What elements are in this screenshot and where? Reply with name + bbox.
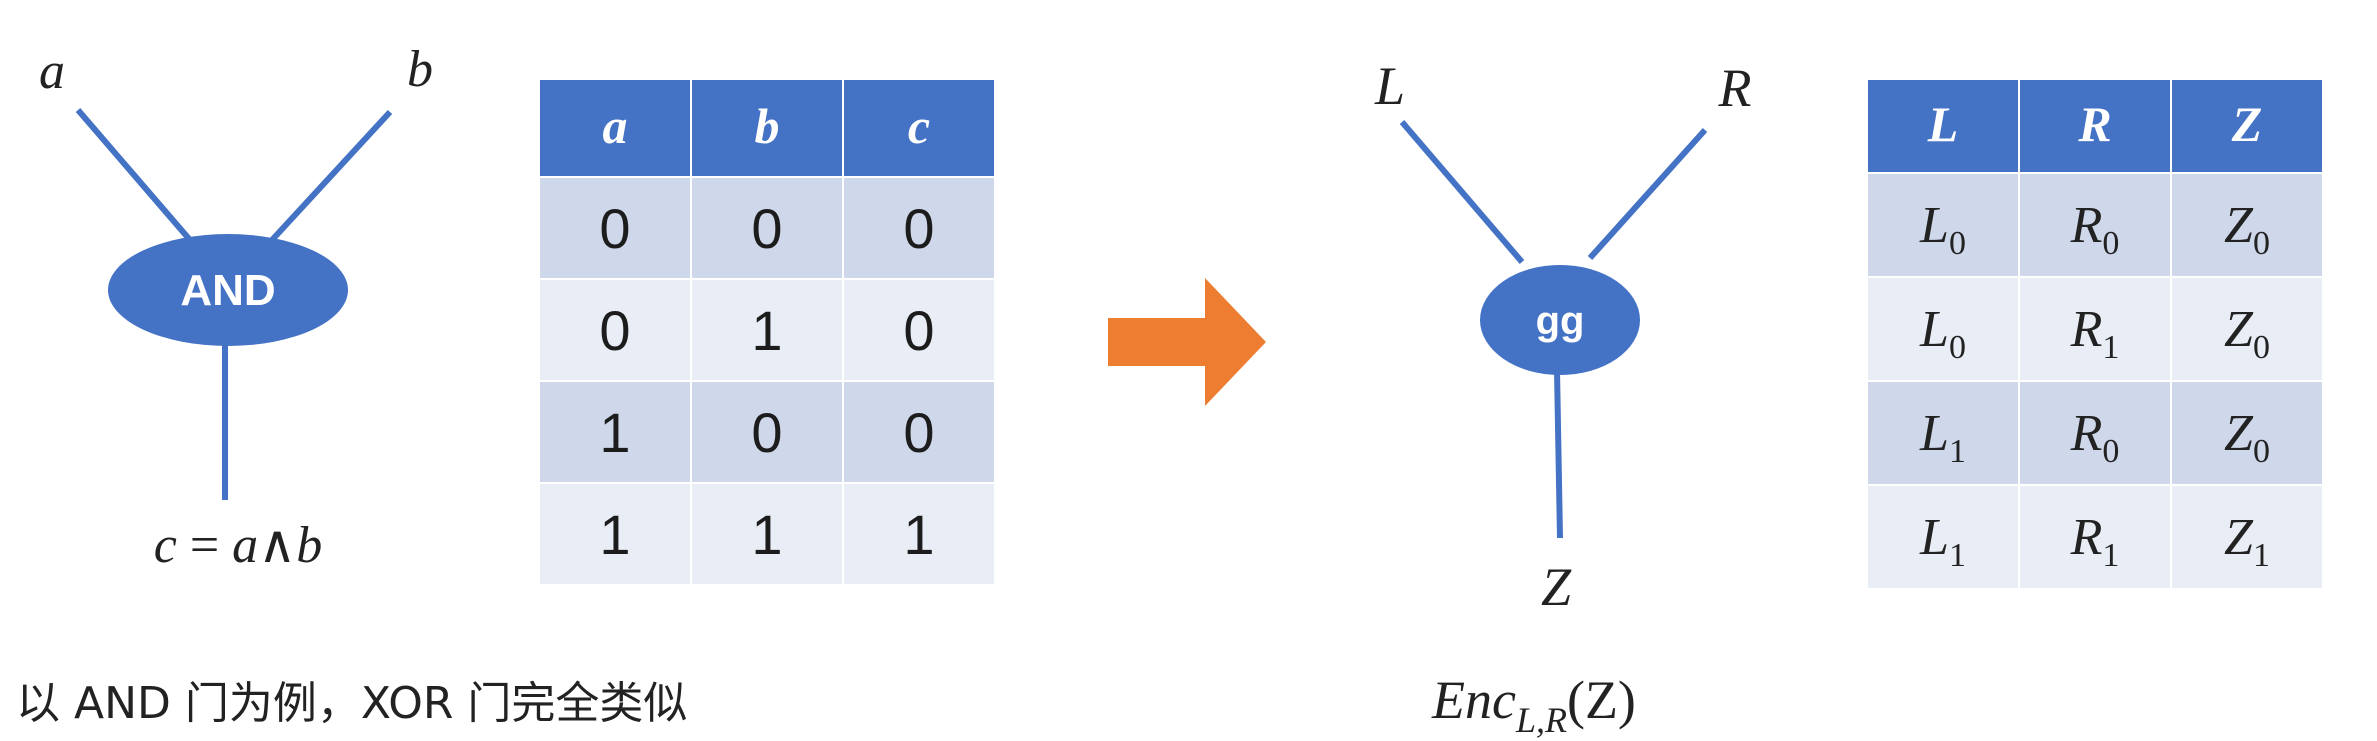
table-cell: 0 — [903, 197, 934, 260]
caption-right-formula: EncL,R(Z) — [1431, 670, 1636, 740]
table-cell: 0 — [599, 197, 630, 260]
wire-input-r — [1587, 127, 1708, 261]
input-r-label: R — [1718, 58, 1752, 118]
table-cell: Z0 — [2224, 405, 2270, 470]
table-cell: 0 — [599, 299, 630, 362]
gg-gate-label: gg — [1536, 299, 1585, 343]
right-arrow-icon — [1108, 278, 1266, 406]
wire-input-b — [269, 109, 393, 243]
and-gate-diagram: AND a b c = a∧b — [39, 41, 433, 574]
table-cell: L1 — [1919, 405, 1966, 470]
truth-table-header-a: a — [603, 98, 628, 154]
table-cell: L0 — [1919, 197, 1966, 262]
table-cell: L1 — [1919, 509, 1966, 574]
table-cell: 1 — [751, 503, 782, 566]
garbled-gate-diagram: gg L R Z — [1374, 56, 1752, 617]
input-l-label: L — [1374, 56, 1405, 116]
table-cell: Z1 — [2224, 509, 2270, 574]
table-row: 1 0 0 — [540, 382, 994, 482]
truth-table-header-cell — [540, 80, 690, 176]
table-cell: 1 — [599, 401, 630, 464]
truth-table-header-cell — [844, 80, 994, 176]
table-cell: 0 — [751, 197, 782, 260]
and-gate-node — [108, 234, 348, 346]
table-cell: 0 — [903, 401, 934, 464]
garbled-table-header-cell — [2172, 80, 2322, 172]
table-row: L0 R1 Z0 — [1868, 278, 2322, 380]
truth-table-header-b: b — [755, 98, 780, 154]
input-b-label: b — [407, 41, 433, 98]
table-cell: 0 — [751, 401, 782, 464]
table-row: 1 1 1 — [540, 484, 994, 584]
table-cell: R1 — [2070, 301, 2120, 366]
gg-gate-node — [1480, 265, 1640, 375]
table-row: L1 R0 Z0 — [1868, 382, 2322, 484]
table-cell: 1 — [903, 503, 934, 566]
table-cell: R0 — [2070, 197, 2120, 262]
and-output-formula: c = a∧b — [154, 517, 322, 574]
wire-output-z — [1554, 369, 1563, 539]
table-row: 0 0 0 — [540, 178, 994, 278]
table-row: 0 1 0 — [540, 280, 994, 380]
garbled-table-header-r: R — [2077, 96, 2111, 152]
table-cell: R1 — [2070, 509, 2120, 574]
garbled-table-header-cell — [2020, 80, 2170, 172]
wire-input-a — [75, 108, 193, 242]
input-a-label: a — [39, 43, 65, 100]
output-z-label: Z — [1541, 557, 1572, 617]
truth-table: a b c 0 0 0 0 1 0 1 0 0 — [540, 80, 994, 584]
table-row: L0 R0 Z0 — [1868, 174, 2322, 276]
table-cell: R0 — [2070, 405, 2120, 470]
garbled-table-header-cell — [1868, 80, 2018, 172]
garbled-table: L R Z L0 R0 Z0 L0 R1 Z0 L1 R0 Z0 — [1868, 80, 2322, 588]
table-row: L1 R1 Z1 — [1868, 486, 2322, 588]
table-cell: L0 — [1919, 301, 1966, 366]
table-cell: 1 — [599, 503, 630, 566]
table-cell: 1 — [751, 299, 782, 362]
garbled-table-header-l: L — [1927, 96, 1959, 152]
table-cell: Z0 — [2224, 197, 2270, 262]
and-gate-label: AND — [180, 266, 275, 315]
caption-left: 以 AND 门为例，XOR 门完全类似 — [16, 678, 687, 729]
garbled-table-header-z: Z — [2231, 96, 2263, 152]
table-cell: 0 — [903, 299, 934, 362]
table-cell: Z0 — [2224, 301, 2270, 366]
wire-input-l — [1399, 120, 1525, 264]
truth-table-header-cell — [692, 80, 842, 176]
truth-table-header-c: c — [908, 98, 930, 154]
